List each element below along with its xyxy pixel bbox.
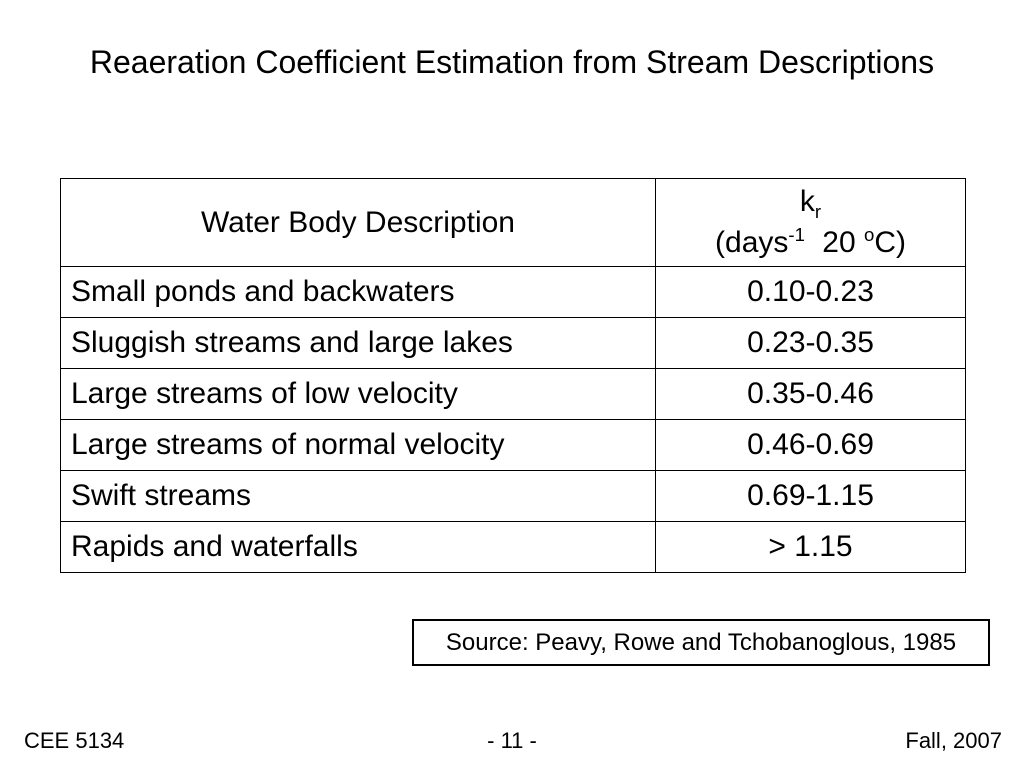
- footer-course-code: CEE 5134: [24, 728, 125, 753]
- cell-description: Rapids and waterfalls: [60, 521, 656, 573]
- kr-symbol-subscript: r: [814, 201, 822, 223]
- cell-kr-value: 0.35-0.46: [655, 368, 966, 420]
- kr-symbol-line: kr: [656, 183, 965, 223]
- table-header-row: Water Body Description kr (days-1 20 oC): [60, 178, 966, 267]
- cell-kr-value: 0.46-0.69: [655, 419, 966, 471]
- units-close: C): [874, 226, 906, 260]
- units-open: (days: [715, 226, 789, 260]
- units-degree: o: [863, 224, 875, 246]
- table-row: Small ponds and backwaters 0.10-0.23: [60, 266, 966, 318]
- units-exponent: -1: [788, 224, 805, 246]
- header-kr-units: kr (days-1 20 oC): [655, 178, 966, 267]
- cell-kr-value: 0.23-0.35: [655, 317, 966, 369]
- cell-kr-value: 0.10-0.23: [655, 266, 966, 318]
- kr-symbol: k: [799, 185, 815, 219]
- source-text: Source: Peavy, Rowe and Tchobanoglous, 1…: [445, 628, 957, 656]
- source-box: Source: Peavy, Rowe and Tchobanoglous, 1…: [412, 619, 990, 666]
- reaeration-coefficient-table: Water Body Description kr (days-1 20 oC)…: [60, 178, 966, 573]
- cell-description: Small ponds and backwaters: [60, 266, 656, 318]
- table-row: Rapids and waterfalls > 1.15: [60, 521, 966, 573]
- table-row: Large streams of low velocity 0.35-0.46: [60, 368, 966, 420]
- cell-description: Swift streams: [60, 470, 656, 522]
- kr-units-line: (days-1 20 oC): [656, 223, 965, 262]
- cell-kr-value: > 1.15: [655, 521, 966, 573]
- footer-semester: Fall, 2007: [905, 728, 1002, 753]
- units-temperature: 20: [813, 226, 864, 260]
- table-row: Large streams of normal velocity 0.46-0.…: [60, 419, 966, 471]
- cell-description: Large streams of normal velocity: [60, 419, 656, 471]
- footer-page-number: - 11 -: [487, 728, 537, 753]
- cell-kr-value: 0.69-1.15: [655, 470, 966, 522]
- slide-title: Reaeration Coefficient Estimation from S…: [89, 44, 935, 80]
- header-water-body-description: Water Body Description: [60, 178, 656, 267]
- cell-description: Sluggish streams and large lakes: [60, 317, 656, 369]
- cell-description: Large streams of low velocity: [60, 368, 656, 420]
- table-row: Swift streams 0.69-1.15: [60, 470, 966, 522]
- table-row: Sluggish streams and large lakes 0.23-0.…: [60, 317, 966, 369]
